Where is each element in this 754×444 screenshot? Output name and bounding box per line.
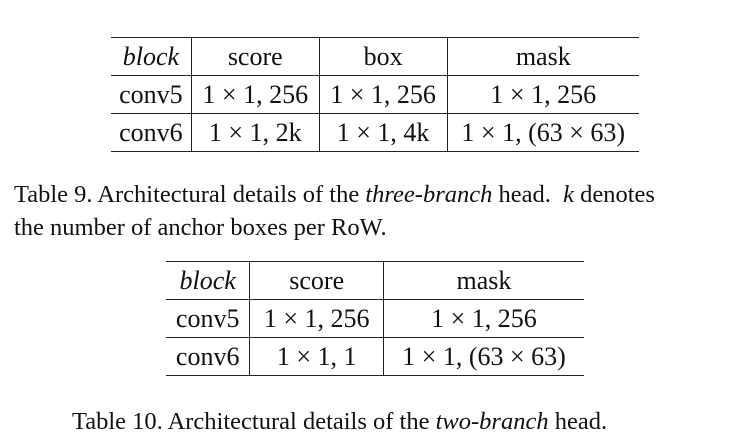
table-9-caption: Table 9. Architectural details of the th… — [14, 178, 655, 244]
cell-box: 1 × 1, 4k — [319, 113, 448, 152]
caption-line-1: Table 9. Architectural details of the th… — [14, 178, 655, 211]
cell-score: 1 × 1, 256 — [191, 75, 320, 114]
caption-text: denotes — [574, 181, 655, 208]
header-score: score — [249, 261, 384, 300]
table-row: conv5 1 × 1, 256 1 × 1, 256 1 × 1, 256 — [111, 75, 639, 114]
table-9: block score box mask conv5 1 × 1, 256 1 … — [111, 37, 639, 152]
table-row: conv6 1 × 1, 2k 1 × 1, 4k 1 × 1, (63 × 6… — [111, 113, 639, 152]
cell-score: 1 × 1, 1 — [249, 337, 384, 376]
cell-mask: 1 × 1, 256 — [447, 75, 639, 114]
cell-score: 1 × 1, 2k — [191, 113, 320, 152]
header-mask: mask — [383, 261, 584, 300]
caption-text: head. — [548, 408, 608, 435]
caption-emphasis: three-branch — [365, 181, 493, 208]
cell-mask: 1 × 1, (63 × 63) — [383, 337, 584, 376]
cell-block: conv5 — [111, 75, 192, 114]
cell-box: 1 × 1, 256 — [319, 75, 448, 114]
cell-block: conv6 — [166, 337, 251, 376]
table-10-caption: Table 10. Architectural details of the t… — [72, 405, 607, 438]
table-row: conv5 1 × 1, 256 1 × 1, 256 — [166, 299, 584, 338]
caption-text: Table 10. Architectural details of the — [72, 408, 436, 435]
table-10: block score mask conv5 1 × 1, 256 1 × 1,… — [166, 261, 584, 376]
caption-line-2: the number of anchor boxes per RoW. — [14, 214, 387, 241]
header-score: score — [191, 37, 320, 76]
table-header-row: block score box mask — [111, 37, 639, 76]
table-row: conv6 1 × 1, 1 1 × 1, (63 × 63) — [166, 337, 584, 376]
cell-score: 1 × 1, 256 — [249, 299, 384, 338]
caption-text: Table 9. Architectural details of the — [14, 181, 366, 208]
header-block: block — [166, 261, 251, 300]
cell-mask: 1 × 1, 256 — [383, 299, 584, 338]
header-box: box — [319, 37, 448, 76]
caption-variable: k — [563, 181, 574, 208]
header-block: block — [111, 37, 192, 76]
cell-mask: 1 × 1, (63 × 63) — [447, 113, 639, 152]
cell-block: conv6 — [111, 113, 192, 152]
caption-emphasis: two-branch — [435, 408, 549, 435]
table-header-row: block score mask — [166, 261, 584, 300]
cell-block: conv5 — [166, 299, 251, 338]
caption-text: head. — [492, 181, 564, 208]
header-mask: mask — [447, 37, 639, 76]
